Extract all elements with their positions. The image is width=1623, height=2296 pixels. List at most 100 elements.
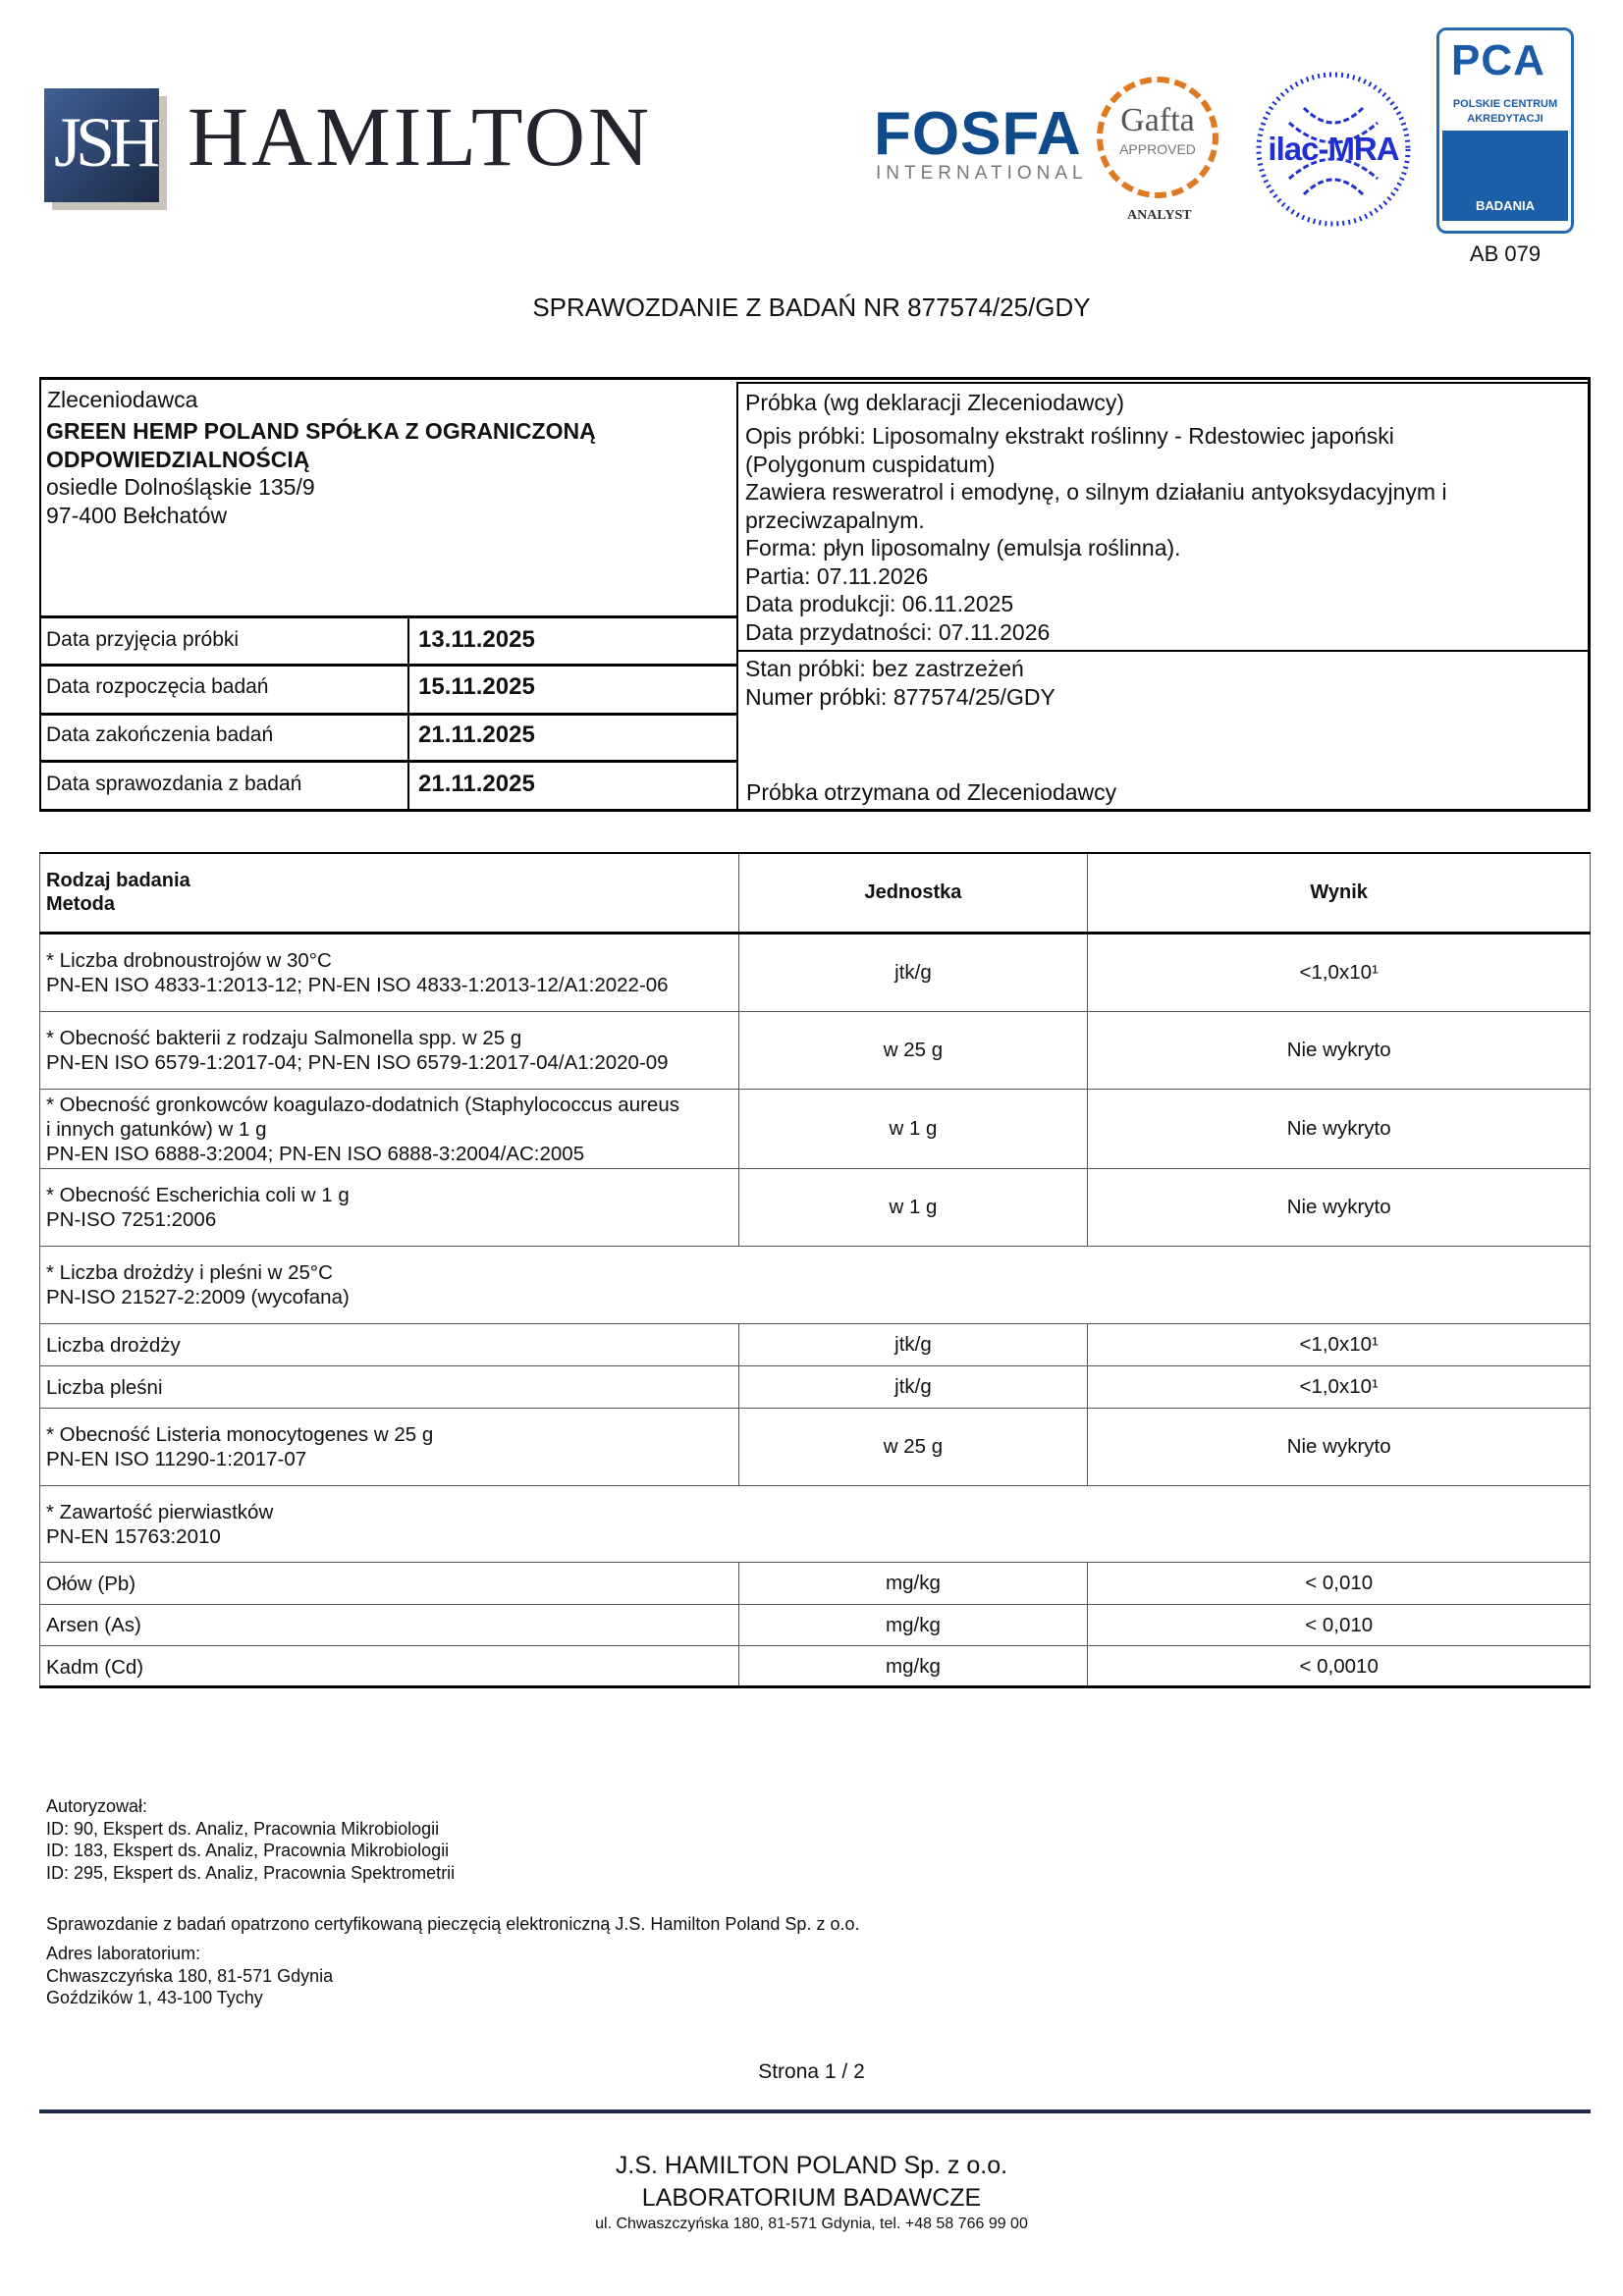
divider — [736, 382, 738, 811]
test-unit: w 25 g — [737, 1011, 1089, 1090]
test-result: <1,0x10¹ — [1087, 1323, 1591, 1366]
test-result: Nie wykryto — [1087, 1168, 1591, 1247]
hamilton-logo-text: HAMILTON — [188, 89, 653, 184]
test-result: < 0,010 — [1087, 1604, 1591, 1646]
test-name: * Liczba drobnoustrojów w 30°C PN-EN ISO… — [39, 933, 739, 1012]
fosfa-logo: FOSFA — [874, 100, 1082, 168]
test-name: Liczba drożdży — [39, 1323, 739, 1366]
test-name: * Obecność Listeria monocytogenes w 25 g… — [39, 1408, 739, 1486]
test-unit: mg/kg — [737, 1562, 1089, 1605]
footer-company: J.S. HAMILTON POLAND Sp. z o.o. — [615, 2152, 1008, 2179]
date-label: Data sprawozdania z badań — [46, 773, 302, 795]
client-address: osiedle Dolnośląskie 135/9 97-400 Bełcha… — [46, 474, 315, 528]
sample-description: Opis próbki: Liposomalny ekstrakt roślin… — [745, 423, 1447, 645]
divider — [39, 760, 737, 763]
test-result: <1,0x10¹ — [1087, 1365, 1591, 1409]
date-value: 21.11.2025 — [418, 721, 535, 748]
test-unit: w 1 g — [737, 1168, 1089, 1247]
report-title: SPRAWOZDANIE Z BADAŃ NR 877574/25/GDY — [532, 293, 1091, 322]
pca-name-line1: POLSKIE CENTRUM — [1452, 98, 1558, 110]
divider — [1588, 377, 1591, 811]
logo-monogram: JSH — [54, 103, 160, 182]
table-row: * Obecność Listeria monocytogenes w 25 g… — [39, 1408, 1591, 1486]
divider — [39, 377, 41, 811]
gafta-logo: Gafta APPROVED — [1097, 77, 1218, 198]
footer-contact: ul. Chwaszczyńska 180, 81-571 Gdynia, te… — [595, 2216, 1028, 2232]
test-unit: jtk/g — [737, 1365, 1089, 1409]
table-group-row: * Liczba drożdży i pleśni w 25°C PN-ISO … — [39, 1246, 1591, 1324]
date-label: Data przyjęcia próbki — [46, 628, 240, 651]
sample-condition: Stan próbki: bez zastrzeżeń Numer próbki… — [745, 656, 1055, 710]
test-name: * Obecność Escherichia coli w 1 g PN-ISO… — [39, 1168, 739, 1247]
authorization: Autoryzował: ID: 90, Ekspert ds. Analiz,… — [46, 1796, 456, 1883]
divider — [737, 650, 1591, 652]
test-unit: w 1 g — [737, 1089, 1089, 1169]
test-name: * Liczba drożdży i pleśni w 25°C PN-ISO … — [39, 1246, 1591, 1324]
table-row: * Obecność gronkowców koagulazo-dodatnic… — [39, 1089, 1591, 1169]
pca-logo: PCA POLSKIE CENTRUM AKREDYTACJI BADANIA — [1436, 27, 1574, 234]
divider — [39, 713, 737, 716]
accreditation-number: AB 079 — [1469, 241, 1542, 266]
lab-address: Adres laboratorium: Chwaszczyńska 180, 8… — [46, 1944, 334, 2007]
pca-name: POLSKIE CENTRUM AKREDYTACJI — [1439, 97, 1571, 127]
test-name: * Obecność bakterii z rodzaju Salmonella… — [39, 1011, 739, 1090]
date-value: 15.11.2025 — [418, 673, 535, 700]
date-label: Data rozpoczęcia badań — [46, 675, 269, 698]
page-number: Strona 1 / 2 — [758, 2060, 865, 2083]
pca-flask-icon — [1442, 131, 1568, 221]
test-unit: mg/kg — [737, 1645, 1089, 1688]
results-header-row: Rodzaj badania Metoda Jednostka Wynik — [39, 852, 1591, 934]
ilac-mra-logo-icon — [1256, 72, 1411, 227]
pca-badania-text: BADANIA — [1476, 198, 1535, 213]
column-header-result: Wynik — [1087, 852, 1591, 934]
test-name: Liczba pleśni — [39, 1365, 739, 1409]
hamilton-logo-mark: JSH — [44, 88, 160, 202]
divider — [737, 382, 1591, 384]
sample-label: Próbka (wg deklaracji Zleceniodawcy) — [745, 390, 1125, 415]
column-header-test: Rodzaj badania Metoda — [39, 852, 739, 934]
client-name: GREEN HEMP POLAND SPÓŁKA Z OGRANICZONĄ O… — [46, 418, 596, 472]
test-unit: mg/kg — [737, 1604, 1089, 1646]
table-row: Kadm (Cd) mg/kg < 0,0010 — [39, 1645, 1591, 1688]
table-row: Liczba drożdży jtk/g <1,0x10¹ — [39, 1323, 1591, 1366]
table-row: * Obecność bakterii z rodzaju Salmonella… — [39, 1011, 1591, 1090]
gafta-logo-text: Gafta — [1120, 102, 1195, 138]
date-label: Data zakończenia badań — [46, 723, 274, 746]
divider — [39, 615, 737, 618]
fosfa-logo-subtitle: INTERNATIONAL — [876, 163, 1088, 184]
pca-logo-text: PCA — [1451, 36, 1545, 84]
test-name: Ołów (Pb) — [39, 1562, 739, 1605]
date-value: 21.11.2025 — [418, 771, 535, 797]
footer-divider — [39, 2109, 1591, 2113]
test-name: * Zawartość pierwiastków PN-EN 15763:201… — [39, 1485, 1591, 1563]
column-header-unit: Jednostka — [737, 852, 1089, 934]
table-row: * Obecność Escherichia coli w 1 g PN-ISO… — [39, 1168, 1591, 1247]
test-name: Kadm (Cd) — [39, 1645, 739, 1688]
client-label: Zleceniodawca — [47, 387, 198, 412]
pca-name-line2: AKREDYTACJI — [1467, 113, 1543, 125]
date-value: 13.11.2025 — [418, 626, 535, 653]
table-row: Liczba pleśni jtk/g <1,0x10¹ — [39, 1365, 1591, 1409]
test-unit: jtk/g — [737, 933, 1089, 1012]
test-unit: jtk/g — [737, 1323, 1089, 1366]
divider — [39, 809, 1591, 812]
table-group-row: * Zawartość pierwiastków PN-EN 15763:201… — [39, 1485, 1591, 1563]
divider — [39, 377, 1591, 380]
gafta-approved-text: APPROVED — [1119, 141, 1196, 157]
test-unit: w 25 g — [737, 1408, 1089, 1486]
test-name: Arsen (As) — [39, 1604, 739, 1646]
footer-lab: LABORATORIUM BADAWCZE — [641, 2184, 982, 2212]
test-result: <1,0x10¹ — [1087, 933, 1591, 1012]
test-result: Nie wykryto — [1087, 1408, 1591, 1486]
table-row: * Liczba drobnoustrojów w 30°C PN-EN ISO… — [39, 933, 1591, 1012]
test-name: * Obecność gronkowców koagulazo-dodatnic… — [39, 1089, 739, 1169]
table-row: Arsen (As) mg/kg < 0,010 — [39, 1604, 1591, 1646]
test-result: Nie wykryto — [1087, 1011, 1591, 1090]
test-result: Nie wykryto — [1087, 1089, 1591, 1169]
seal-note: Sprawozdanie z badań opatrzono certyfiko… — [46, 1914, 860, 1934]
ilac-mra-text: ilac-MRA — [1268, 131, 1399, 167]
table-row: Ołów (Pb) mg/kg < 0,010 — [39, 1562, 1591, 1605]
divider — [39, 664, 737, 667]
sample-source: Próbka otrzymana od Zleceniodawcy — [746, 779, 1117, 805]
test-result: < 0,0010 — [1087, 1645, 1591, 1688]
